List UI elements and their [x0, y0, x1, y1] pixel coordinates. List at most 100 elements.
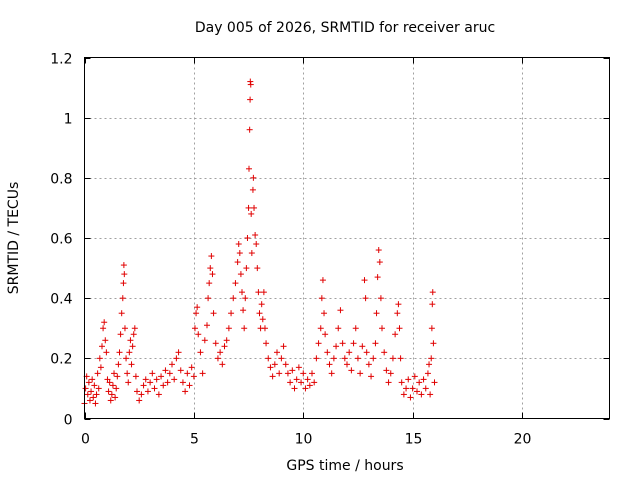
data-point — [300, 370, 307, 377]
data-point — [89, 376, 96, 383]
data-point — [243, 265, 250, 272]
data-point — [142, 376, 149, 383]
data-point — [321, 310, 328, 317]
data-point — [287, 379, 294, 386]
data-point — [344, 361, 350, 368]
data-point — [109, 382, 116, 389]
data-point — [373, 310, 380, 317]
data-point — [430, 340, 437, 347]
data-point — [311, 379, 318, 386]
data-point — [82, 385, 89, 392]
data-point — [302, 385, 309, 392]
x-tick-label: 0 — [81, 432, 90, 448]
data-point — [346, 349, 353, 356]
data-point — [90, 394, 97, 401]
data-point — [278, 355, 285, 362]
data-point — [184, 370, 191, 377]
data-point — [407, 394, 414, 401]
data-point — [186, 382, 193, 389]
data-point — [234, 259, 241, 266]
chart-title: Day 005 of 2026, SRMTID for receiver aru… — [195, 20, 495, 36]
data-point — [96, 355, 103, 362]
y-tick-label: 0.2 — [50, 352, 72, 368]
data-point — [120, 262, 127, 269]
data-point — [271, 361, 278, 368]
data-point — [228, 310, 235, 317]
data-point — [195, 331, 202, 338]
data-point — [426, 361, 433, 368]
data-point — [104, 376, 111, 383]
data-point — [197, 349, 204, 356]
data-point — [149, 370, 156, 377]
y-tick-label: 0.4 — [50, 292, 72, 308]
axis-ticks: 0 0.2 0.4 0.6 0.8 1 1.2 0 5 10 15 20 — [50, 52, 610, 448]
data-point — [153, 376, 160, 383]
data-point — [431, 379, 438, 386]
data-point — [130, 331, 137, 338]
data-point — [375, 247, 382, 254]
data-point — [379, 325, 385, 332]
x-tick-label: 5 — [190, 432, 199, 448]
data-point — [235, 241, 242, 248]
data-point — [409, 385, 416, 392]
data-point — [225, 325, 232, 332]
data-point — [418, 391, 425, 398]
data-point — [121, 325, 128, 332]
data-point — [207, 265, 214, 272]
data-point — [361, 277, 368, 284]
data-point — [173, 355, 180, 362]
data-point — [208, 253, 215, 260]
data-point — [93, 391, 100, 398]
data-point — [398, 379, 405, 386]
data-point — [123, 355, 130, 362]
data-point — [427, 391, 434, 398]
data-point — [204, 322, 210, 329]
data-point — [326, 361, 333, 368]
data-point — [102, 337, 109, 344]
data-point — [381, 349, 388, 356]
data-point — [164, 379, 171, 386]
data-point — [377, 295, 384, 302]
data-point — [171, 376, 178, 383]
data-point — [108, 391, 115, 398]
data-point — [263, 340, 270, 347]
data-point — [162, 367, 169, 374]
data-point — [255, 289, 262, 296]
data-point — [120, 280, 127, 287]
data-point — [249, 186, 256, 193]
data-point — [394, 310, 401, 317]
data-point — [416, 379, 423, 386]
data-point — [116, 349, 123, 356]
data-point — [190, 373, 197, 380]
data-point — [396, 325, 403, 332]
data-point — [127, 337, 134, 344]
data-point — [117, 331, 124, 338]
data-point — [319, 277, 326, 284]
data-point — [250, 174, 257, 181]
data-point — [248, 250, 255, 257]
x-tick-label: 10 — [295, 432, 313, 448]
data-point — [374, 274, 381, 281]
data-point — [177, 367, 184, 374]
data-point — [118, 310, 125, 317]
data-point — [348, 367, 355, 374]
data-point — [403, 385, 410, 392]
data-point — [350, 340, 357, 347]
data-point — [232, 280, 239, 287]
data-point — [128, 361, 135, 368]
data-point — [309, 370, 315, 377]
data-point — [223, 337, 230, 344]
data-point — [188, 364, 195, 371]
data-point — [276, 370, 283, 377]
data-point — [84, 391, 91, 398]
data-point — [365, 361, 372, 368]
data-point — [85, 379, 92, 386]
data-point — [136, 397, 143, 404]
data-point — [254, 265, 261, 272]
data-point — [282, 361, 289, 368]
data-point — [126, 349, 133, 356]
data-point — [258, 301, 265, 308]
data-point — [212, 340, 219, 347]
